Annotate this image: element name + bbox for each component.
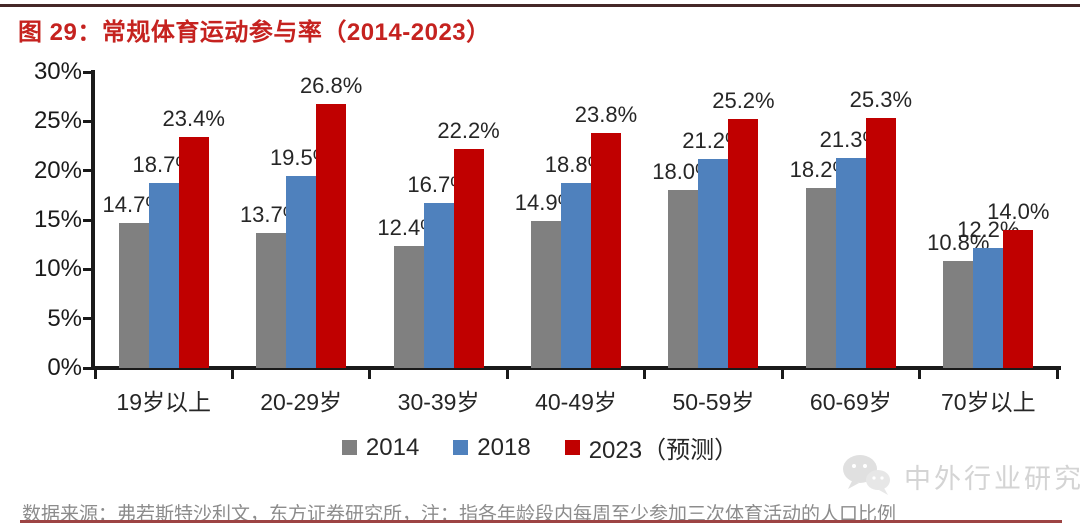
y-tick: [83, 119, 92, 123]
y-tick-label: 5%: [47, 304, 82, 332]
x-category-label: 40-49岁: [535, 389, 617, 415]
x-tick: [230, 370, 234, 379]
bar: [728, 119, 759, 368]
bar: [1003, 229, 1034, 368]
bar: [805, 188, 836, 368]
legend-swatch: [341, 440, 357, 455]
legend-swatch: [564, 440, 580, 455]
bottom-divider-rule: [20, 520, 1062, 523]
bar: [393, 245, 424, 368]
watermark-label: 中外行业研究: [904, 464, 1080, 494]
bar: [178, 137, 209, 368]
legend-label: 2023（预测）: [588, 437, 739, 464]
bar-value-label: 14.0%: [987, 198, 1050, 224]
x-tick: [93, 370, 97, 379]
x-category-label: 20-29岁: [260, 389, 343, 415]
bar: [835, 157, 866, 368]
y-tick: [83, 169, 92, 173]
bar: [531, 220, 561, 368]
legend-item: 2018: [453, 433, 531, 462]
bar-value-label: 23.4%: [162, 106, 225, 132]
x-tick: [643, 370, 647, 379]
bar: [668, 190, 699, 368]
y-tick-label: 10%: [33, 255, 82, 283]
bar-value-label: 22.2%: [437, 117, 500, 143]
bar: [943, 261, 974, 368]
y-tick: [83, 317, 92, 321]
x-tick: [368, 370, 372, 379]
x-tick: [780, 370, 784, 379]
bar: [118, 222, 149, 368]
bar: [973, 247, 1004, 368]
x-axis-line: [91, 366, 1061, 370]
x-category-label: 19岁以上: [116, 389, 211, 415]
wechat-chat-bubbles-icon: [838, 449, 894, 504]
x-tick: [505, 370, 509, 379]
bar-value-label: 23.8%: [574, 102, 638, 128]
bar: [591, 133, 621, 368]
x-category-label: 50-59岁: [672, 389, 755, 415]
x-tick: [918, 370, 922, 379]
legend: 2014 2018 2023（预测）: [0, 430, 1080, 465]
source-note: 数据来源：弗若斯特沙利文，东方证券研究所，注：指各年龄段内每周至少参加三次体育活…: [22, 504, 897, 525]
y-tick-label: 20%: [33, 156, 82, 184]
bar: [423, 203, 454, 368]
bar-value-label: 26.8%: [299, 72, 363, 98]
y-tick-label: 15%: [33, 206, 82, 233]
top-divider-rule: [0, 4, 1080, 7]
x-category-label: 70岁以上: [940, 389, 1036, 415]
y-tick-label: 25%: [33, 107, 82, 135]
legend-item: 2014: [341, 433, 420, 462]
legend-label: 2014: [365, 433, 420, 461]
y-tick: [83, 70, 92, 74]
y-axis-line: [91, 70, 95, 370]
legend-item: 2023（预测）: [564, 430, 739, 465]
bar: [256, 232, 287, 368]
x-category-label: 30-39岁: [397, 389, 480, 415]
bar: [453, 148, 484, 368]
legend-swatch: [453, 440, 469, 455]
x-tick: [1055, 370, 1059, 379]
y-tick-label: 0%: [47, 354, 82, 381]
bar: [865, 118, 896, 368]
watermark: 中外行业研究: [838, 449, 1080, 504]
x-category-label: 60-69岁: [809, 389, 892, 415]
bar: [316, 103, 347, 368]
bar-value-label: 25.2%: [712, 88, 775, 114]
bar-value-label: 25.3%: [849, 87, 913, 113]
y-tick: [83, 366, 92, 370]
bar: [148, 183, 179, 368]
y-tick-label: 30%: [33, 58, 82, 85]
bar: [286, 175, 317, 368]
y-tick: [83, 218, 92, 222]
bar: [698, 158, 729, 368]
legend-label: 2018: [477, 433, 531, 461]
chart-title: 图 29：常规体育运动参与率（2014-2023）: [18, 19, 491, 46]
y-tick: [83, 267, 92, 271]
bar: [561, 182, 591, 368]
